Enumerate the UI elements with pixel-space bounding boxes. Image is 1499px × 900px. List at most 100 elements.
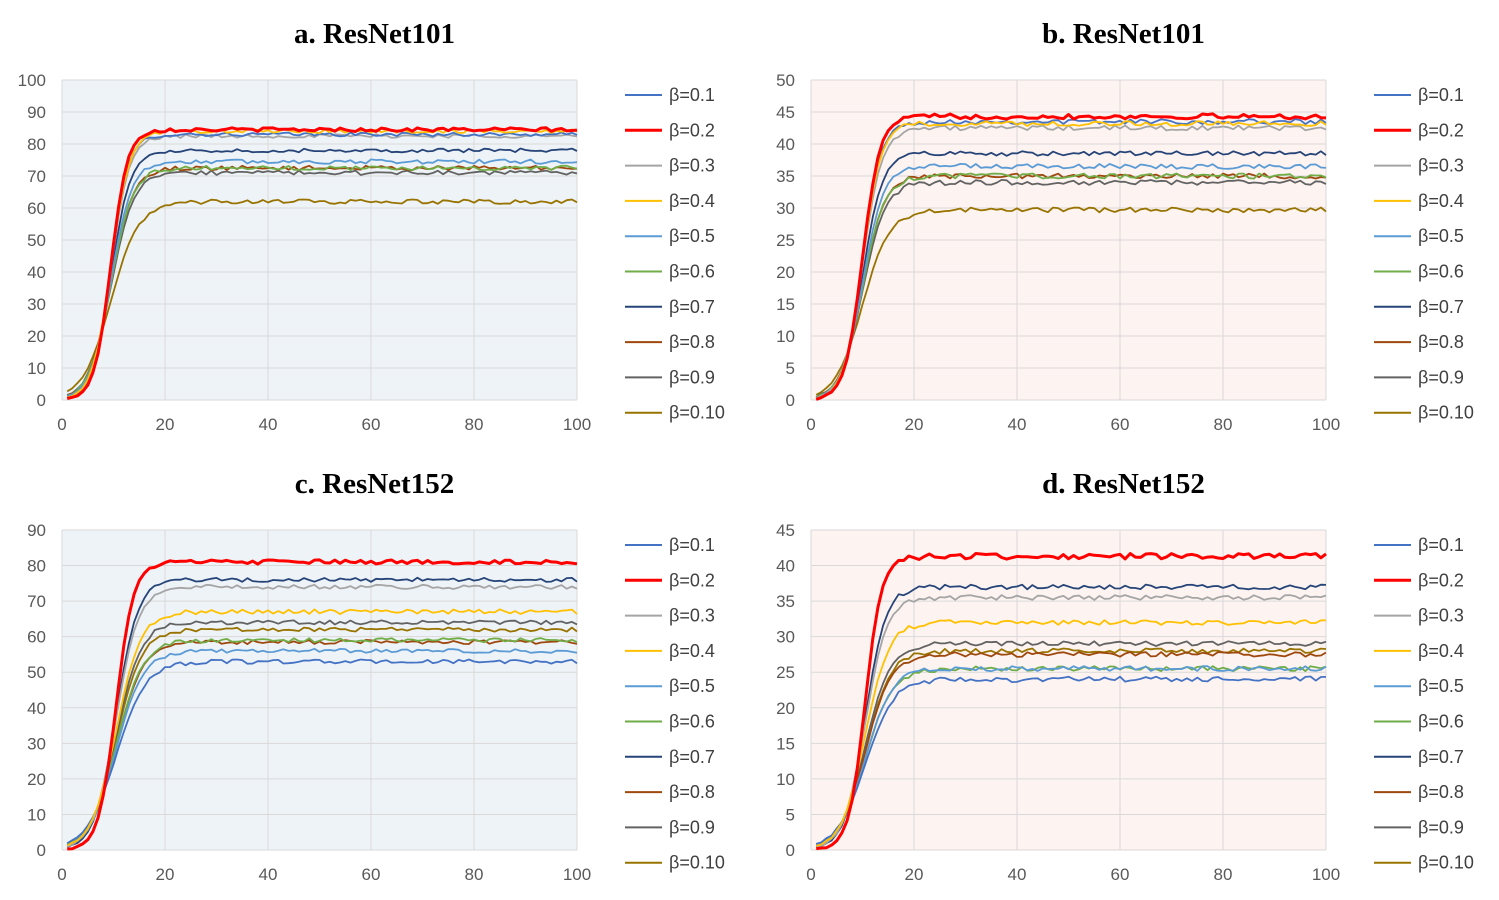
legend-label: β=0.3 [669,606,715,626]
legend-label: β=0.7 [669,297,715,317]
legend-label: β=0.5 [1418,226,1464,246]
series-line-2 [815,112,1327,401]
series-line-9 [66,619,578,847]
legend-label: β=0.9 [669,817,715,837]
y-tick-label: 0 [786,391,795,410]
y-tick-label: 20 [27,770,46,789]
chart-panel-d: d. ResNet152 0 5 10 15 20 25 30 35 40 45 0 20 40 60 80… [749,450,1498,900]
series-line-5 [815,665,1327,846]
y-tick-label: 25 [776,231,795,250]
y-tick-label: 45 [776,103,795,122]
y-tick-label: 20 [776,263,795,282]
y-tick-label: 100 [18,71,46,90]
gridlines [61,529,578,851]
x-tick-label: 60 [1111,865,1130,884]
legend-label: β=0.10 [1418,403,1474,423]
x-tick-label: 60 [1111,415,1130,434]
x-tick-label: 80 [465,865,484,884]
series-line-9 [66,169,578,396]
y-tick-label: 15 [776,734,795,753]
legend: β=0.1 β=0.2 β=0.3 β=0.4 β=0.5 β=0.6 β=0.7 β=0.8… [625,535,725,873]
series-line-1 [67,131,578,399]
legend-label: β=0.1 [1418,85,1464,105]
series-line-8 [66,164,578,397]
x-tick-label: 20 [156,865,175,884]
series-line-1 [66,658,578,845]
series-line-8 [815,172,1327,399]
legend-label: β=0.4 [1418,641,1464,661]
legend-label: β=0.1 [669,85,715,105]
x-tick-label: 80 [465,415,484,434]
chart-title: a. ResNet101 [293,18,456,50]
series-line-5 [66,158,578,398]
chart-title: b. ResNet101 [1042,18,1205,50]
x-tick-label: 40 [1008,865,1027,884]
chart-panel-b: b. ResNet101 0 5 10 15 20 25 30 35 40 45 50 0 20 40 60… [749,0,1498,450]
y-tick-label: 10 [27,805,46,824]
series-line-10 [66,198,578,393]
y-tick-label: 30 [27,734,46,753]
legend-label: β=0.5 [669,226,715,246]
x-tick-label: 100 [1312,415,1340,434]
y-tick-label: 40 [27,699,46,718]
series-line-4 [66,128,578,399]
series-line-1 [815,675,1327,845]
x-tick-label: 100 [563,865,591,884]
plot-area [62,530,577,850]
y-tick-label: 60 [27,199,46,218]
x-tick-label: 100 [563,415,591,434]
legend-label: β=0.2 [1418,570,1464,590]
y-tick-label: 35 [776,167,795,186]
legend-label: β=0.7 [1418,297,1464,317]
series-line-4 [815,619,1327,847]
y-tick-label: 10 [27,359,46,378]
series-line-9 [816,640,1327,847]
legend-label: β=0.10 [1418,853,1474,873]
y-tick-label: 70 [27,592,46,611]
y-tick-label: 80 [27,557,46,576]
series-line-10 [815,647,1327,846]
plot-area [811,530,1326,850]
x-tick-label: 60 [362,865,381,884]
legend-label: β=0.4 [669,641,715,661]
y-tick-label: 50 [776,71,795,90]
x-tick-label: 0 [806,865,815,884]
series-line-2 [67,558,578,851]
y-tick-label: 25 [776,663,795,682]
series-line-6 [66,637,578,846]
legend-label: β=0.9 [1418,367,1464,387]
y-tick-label: 5 [786,359,795,378]
legend: β=0.1 β=0.2 β=0.3 β=0.4 β=0.5 β=0.6 β=0.7 β=0.8… [625,85,725,423]
gridlines [810,529,1327,851]
legend-label: β=0.9 [669,367,715,387]
legend-label: β=0.8 [669,782,715,802]
x-tick-label: 0 [57,415,66,434]
y-tick-label: 60 [27,628,46,647]
series-line-4 [66,608,578,847]
series-line-3 [816,594,1327,848]
chart-title: d. ResNet152 [1042,468,1205,500]
y-tick-label: 80 [27,135,46,154]
series-line-4 [815,120,1327,400]
legend-label: β=0.5 [1418,676,1464,696]
chart-svg: 0 5 10 15 20 25 30 35 40 45 0 20 40 60 80 100 β=0.1 β=0.2… [776,521,1474,884]
series-line-10 [815,206,1327,396]
x-tick-label: 100 [1312,865,1340,884]
legend-label: β=0.6 [669,262,715,282]
x-tick-label: 0 [806,415,815,434]
gridlines [810,79,1327,401]
legend-label: β=0.6 [669,712,715,732]
y-tick-label: 20 [27,327,46,346]
gridlines [61,79,578,401]
series-line-7 [66,147,578,398]
series-line-5 [66,647,578,846]
x-tick-label: 20 [905,865,924,884]
y-tick-label: 20 [776,699,795,718]
legend-label: β=0.4 [669,191,715,211]
y-tick-label: 40 [27,263,46,282]
legend-label: β=0.8 [1418,782,1464,802]
y-tick-label: 0 [786,841,795,860]
